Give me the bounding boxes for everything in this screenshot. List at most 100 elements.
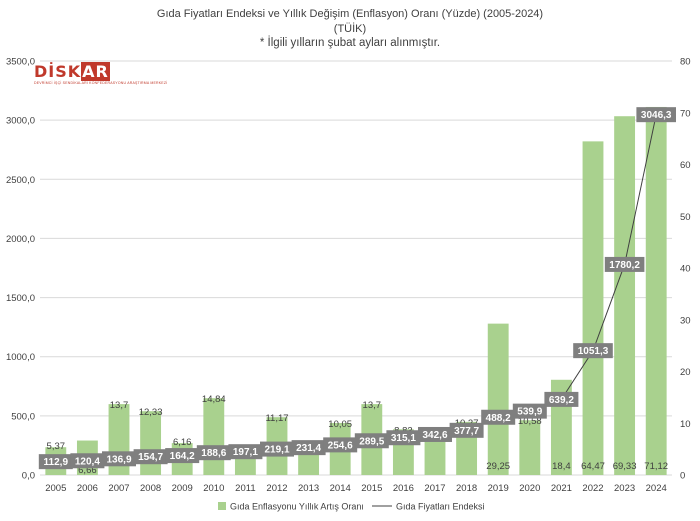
x-tick-label: 2023	[614, 483, 635, 494]
line-point-label: 377,7	[454, 426, 479, 437]
bar-value-label: 29,25	[486, 461, 510, 472]
right-axis-tick-label: 10	[680, 419, 691, 430]
line-point-label-box	[260, 441, 294, 457]
x-tick-label: 2017	[424, 483, 445, 494]
line-point-label-box	[481, 409, 516, 425]
x-tick-label: 2013	[298, 483, 319, 494]
chart-note: * İlgili yılların şubat ayları alınmıştı…	[259, 37, 441, 49]
right-axis-tick-label: 0	[680, 471, 685, 482]
line-point-label-box	[418, 426, 452, 442]
left-axis-tick-label: 3000,0	[6, 116, 35, 127]
line-point-label: 112,9	[44, 457, 69, 468]
chart-title: Gıda Fiyatları Endeksi ve Yıllık Değişim…	[156, 8, 544, 20]
line-point-label-box	[573, 343, 613, 359]
line-point-label: 1780,2	[609, 260, 640, 271]
bar	[140, 411, 162, 475]
line-point-label: 120,4	[75, 456, 100, 467]
bar-value-label: 69,33	[613, 461, 637, 472]
line-point-label: 3046,3	[641, 110, 672, 121]
bar-value-label: 13,7	[110, 400, 129, 411]
x-tick-label: 2011	[235, 483, 255, 494]
bar	[614, 116, 636, 475]
x-tick-label: 2008	[140, 483, 161, 494]
x-tick-label: 2015	[361, 483, 382, 494]
x-tick-label: 2024	[646, 483, 667, 494]
left-axis-tick-label: 1000,0	[6, 352, 35, 363]
bar-value-label: 6,66	[78, 465, 97, 476]
line-point-label-box	[38, 454, 73, 470]
right-axis-tick-label: 80	[680, 57, 691, 68]
line-point-label: 164,2	[170, 451, 195, 462]
bar	[582, 141, 604, 476]
right-axis-tick-label: 40	[680, 264, 691, 275]
line-point-label: 289,5	[359, 436, 384, 447]
left-axis-tick-label: 2000,0	[6, 234, 35, 245]
bar-value-label: 10,05	[328, 419, 352, 430]
logo-text-right: AR	[81, 62, 110, 81]
right-axis-tick-label: 30	[680, 315, 691, 326]
line-point-label: 197,1	[233, 447, 258, 458]
line-point-label: 154,7	[138, 452, 163, 463]
right-axis-tick-label: 60	[680, 160, 691, 171]
bar-value-label: 6,16	[173, 437, 192, 448]
x-tick-label: 2007	[108, 483, 129, 494]
bar	[487, 323, 509, 475]
bar-value-label: 14,84	[202, 394, 226, 405]
line-point-label-box	[544, 391, 579, 407]
x-tick-label: 2006	[77, 483, 98, 494]
legend-bar-label: Gıda Enflasyonu Yıllık Artış Oranı	[230, 502, 364, 512]
x-tick-label: 2010	[203, 483, 224, 494]
bar-value-label: 18,4	[552, 461, 571, 472]
line-point-label-box	[323, 437, 358, 453]
left-axis-tick-label: 500,0	[11, 411, 35, 422]
bar-value-label: 10,58	[518, 416, 542, 427]
bar-value-label: 64,47	[581, 461, 605, 472]
right-axis-tick-label: 70	[680, 108, 691, 119]
logo-text-left: DİSK	[34, 62, 82, 81]
line-point-label-box	[449, 422, 484, 438]
x-tick-label: 2014	[330, 483, 351, 494]
legend-bar-swatch	[218, 502, 226, 510]
line-point-label-box	[354, 433, 389, 449]
line-point-label-box	[604, 256, 645, 272]
x-tick-label: 2019	[488, 483, 509, 494]
line-point-label-box	[386, 430, 421, 446]
bar-value-label: 12,33	[139, 407, 163, 418]
line-point-label: 136,9	[106, 454, 131, 465]
line-point-label: 315,1	[391, 433, 416, 444]
line-point-label: 219,1	[264, 445, 289, 456]
right-axis-tick-label: 50	[680, 212, 691, 223]
x-tick-label: 2012	[266, 483, 287, 494]
line-point-label-box	[512, 403, 547, 419]
x-tick-label: 2022	[582, 483, 603, 494]
line-point-label-box	[133, 449, 168, 465]
chart-source: (TÜİK)	[333, 23, 367, 35]
bar	[519, 420, 541, 475]
bar-value-label: 11,17	[265, 413, 288, 424]
line-point-label-box	[636, 107, 676, 123]
x-tick-label: 2009	[172, 483, 193, 494]
bar-value-label: 5,37	[47, 441, 66, 452]
line-point-label-box	[102, 451, 136, 467]
line-point-label: 342,6	[422, 430, 447, 441]
line-point-label: 488,2	[486, 413, 511, 424]
bar	[645, 106, 667, 475]
line-point-label: 254,6	[328, 440, 353, 451]
line-point-label-box	[228, 444, 263, 460]
line-point-label: 231,4	[296, 443, 321, 454]
line-point-label: 188,6	[201, 448, 226, 459]
x-tick-label: 2021	[551, 483, 572, 494]
line-point-label: 1051,3	[578, 346, 609, 357]
line-point-label-box	[70, 453, 105, 469]
line-point-label: 539,9	[517, 407, 542, 418]
legend-line-label: Gıda Fiyatları Endeksi	[396, 502, 485, 512]
left-axis-tick-label: 2500,0	[6, 175, 35, 186]
x-tick-label: 2016	[393, 483, 414, 494]
left-axis-tick-label: 0,0	[22, 471, 35, 482]
x-tick-label: 2005	[45, 483, 66, 494]
left-axis-tick-label: 3500,0	[6, 57, 35, 68]
bar-value-label: 71,12	[644, 461, 668, 472]
bar-value-label: 13,7	[363, 400, 382, 411]
line-point-label-box	[196, 445, 231, 461]
